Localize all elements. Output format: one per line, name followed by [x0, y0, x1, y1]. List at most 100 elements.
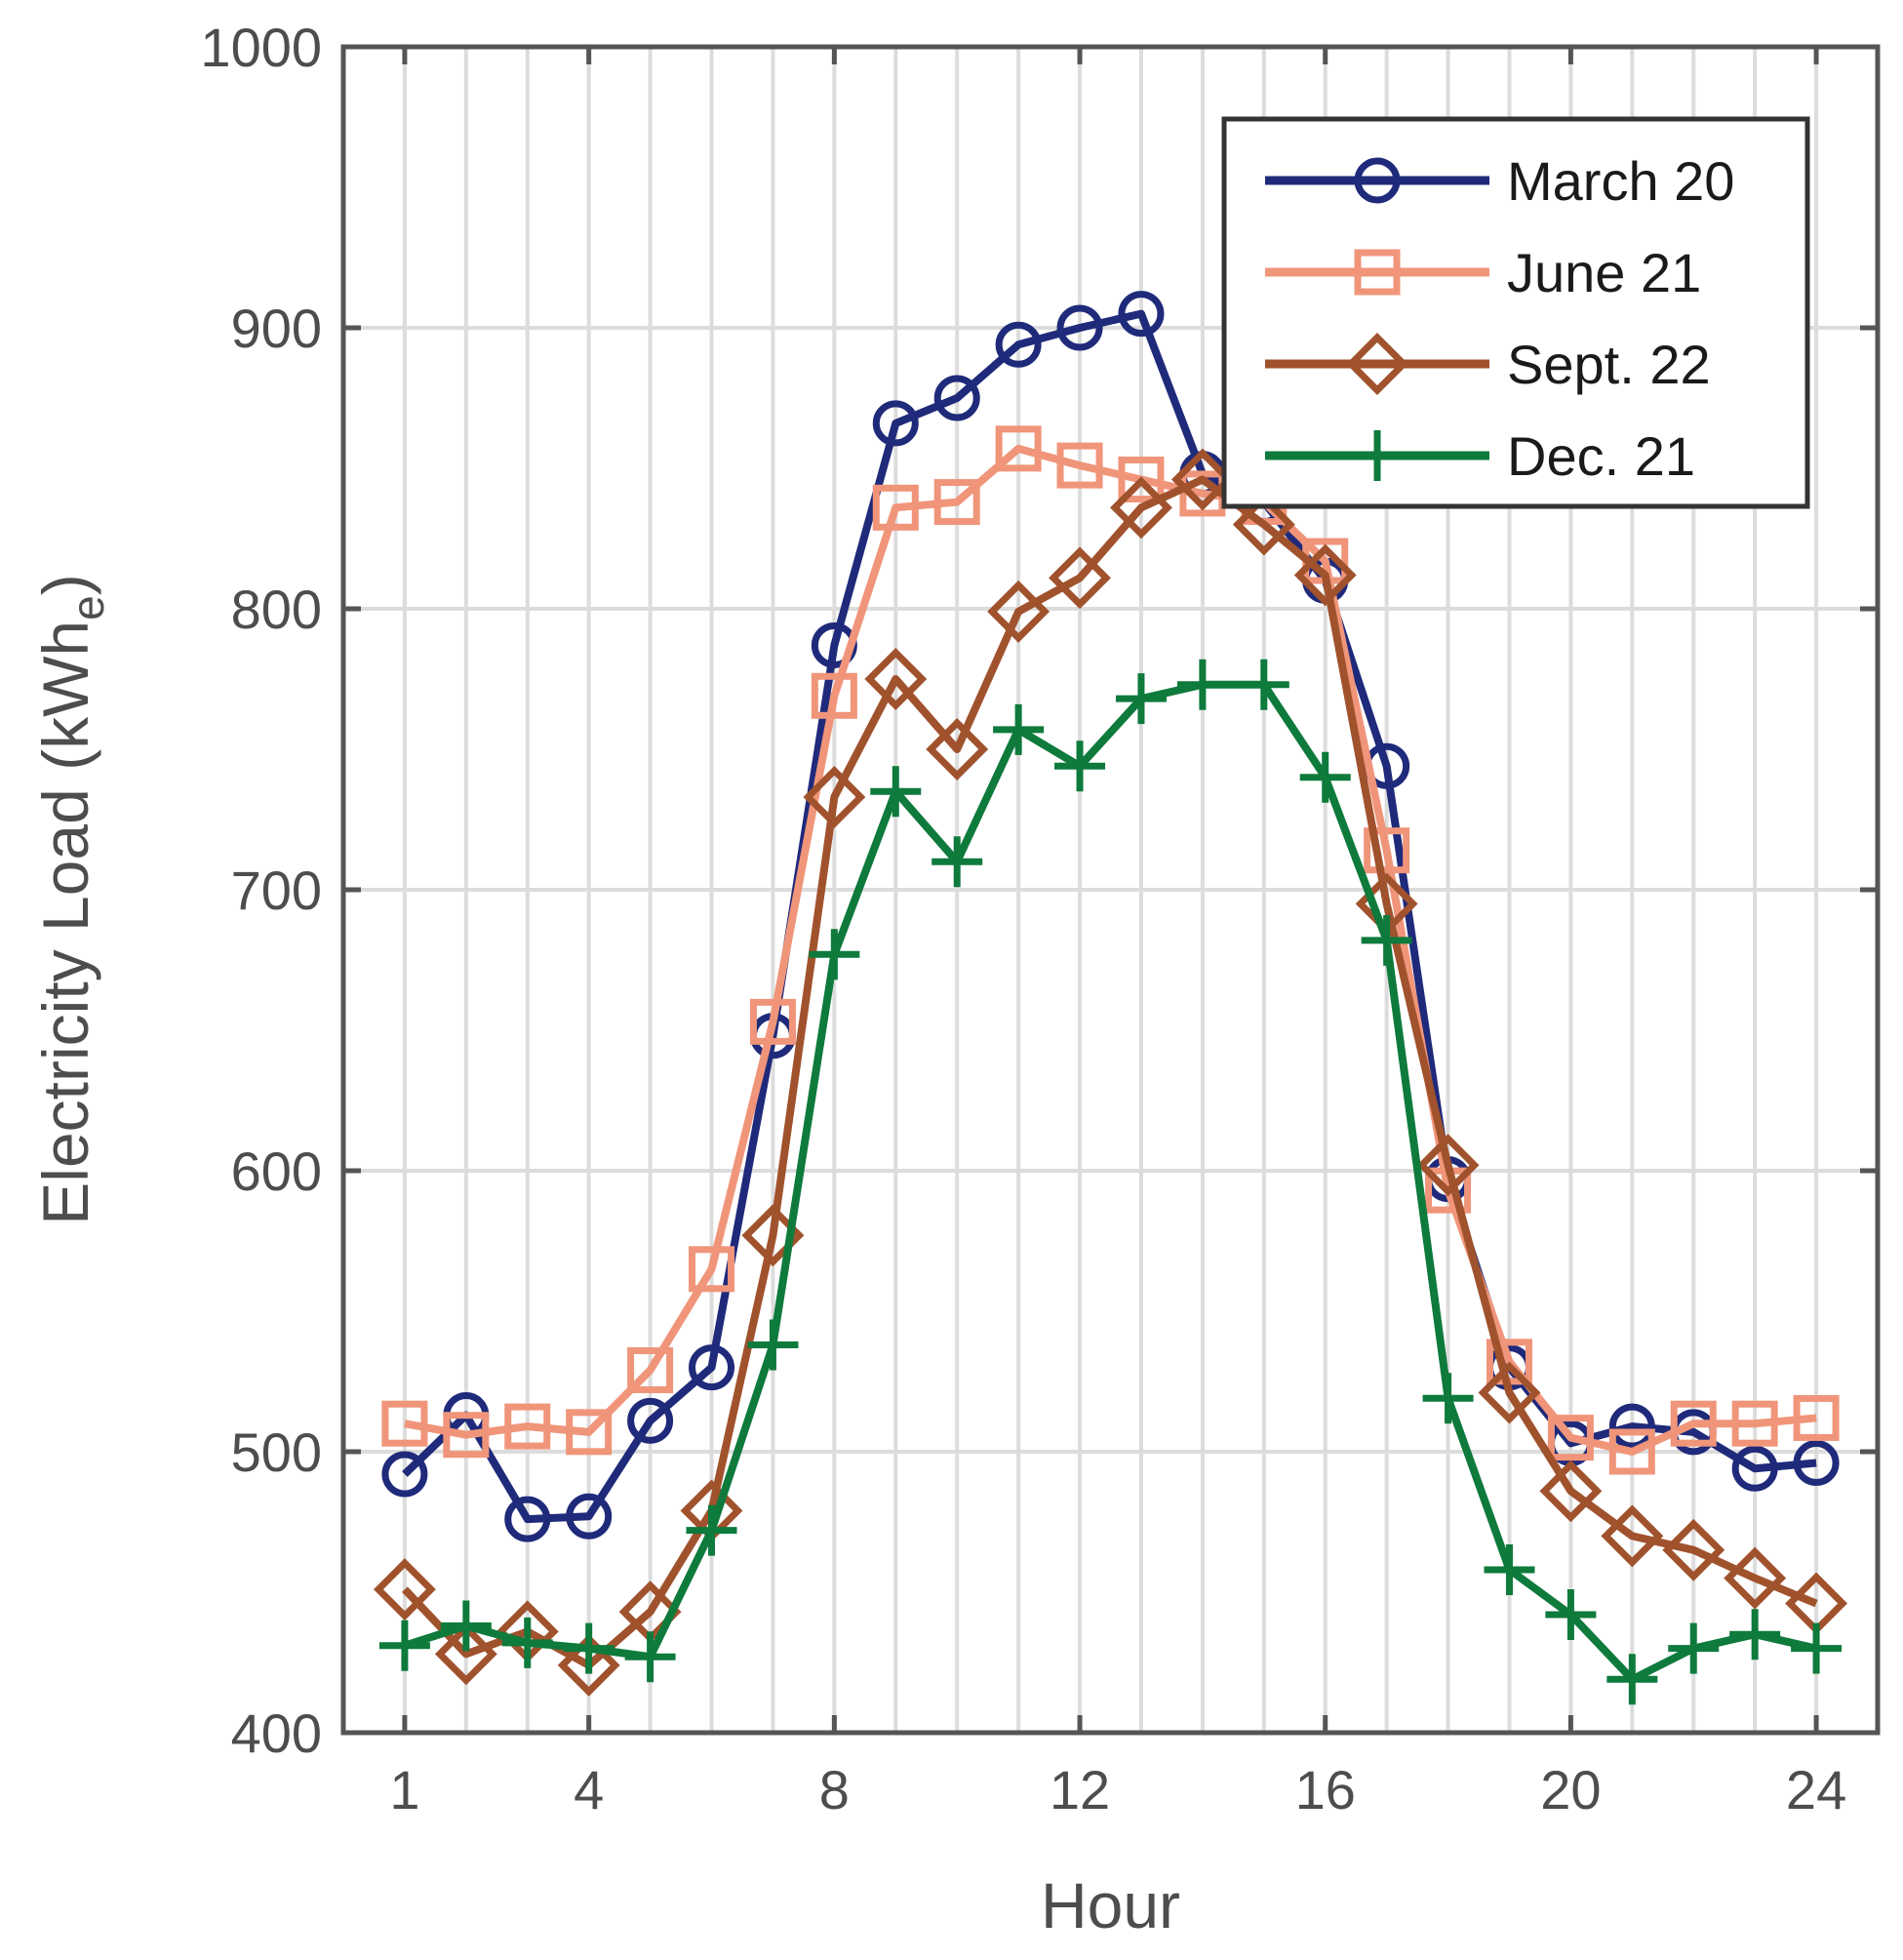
data-point-marker — [933, 479, 980, 526]
y-axis-title-subscript: e — [62, 595, 113, 620]
data-point-marker — [624, 1631, 676, 1683]
y-tick-label: 600 — [231, 1140, 322, 1202]
data-point-marker — [627, 1397, 674, 1444]
data-point-marker — [1606, 1654, 1658, 1705]
data-point-marker — [872, 484, 919, 531]
data-point-marker — [627, 1346, 674, 1393]
data-point-marker — [987, 580, 1051, 643]
data-point-marker — [1731, 1445, 1778, 1492]
legend-label: June 21 — [1507, 242, 1701, 303]
legend-item: Sept. 22 — [1265, 333, 1711, 395]
data-point-marker — [689, 1246, 735, 1293]
data-point-marker — [504, 1403, 551, 1450]
data-point-marker — [686, 1504, 737, 1556]
data-point-marker — [1547, 1415, 1594, 1461]
data-point-marker — [1793, 1394, 1840, 1441]
data-point-marker — [440, 1600, 492, 1652]
data-point-marker — [1352, 430, 1403, 481]
data-point-marker — [1176, 659, 1228, 710]
data-point-marker — [1662, 1518, 1725, 1581]
data-point-marker — [1238, 659, 1289, 710]
data-point-marker — [443, 1412, 490, 1459]
data-point-marker — [995, 425, 1042, 472]
data-point-marker — [747, 1319, 799, 1371]
series-dec-21 — [378, 659, 1843, 1705]
y-axis-title: Electricity Load (kWhe) — [29, 574, 113, 1224]
y-tick-label: 1000 — [200, 17, 322, 78]
ticks — [343, 44, 1878, 1736]
data-point-marker — [1478, 1361, 1541, 1424]
data-point-marker — [1293, 543, 1357, 607]
data-point-marker — [1170, 448, 1234, 511]
y-axis-title-main: Electricity Load (kWh — [29, 620, 101, 1225]
data-point-marker — [811, 672, 857, 719]
data-point-marker — [1670, 1400, 1717, 1447]
data-point-marker — [434, 1622, 497, 1686]
x-tick-label: 20 — [1540, 1759, 1601, 1820]
data-point-marker — [1601, 1504, 1664, 1568]
y-tick-label: 500 — [231, 1421, 322, 1483]
data-point-marker — [381, 1451, 428, 1498]
series-line — [402, 475, 1818, 1669]
data-point-marker — [993, 703, 1045, 755]
data-point-marker — [1731, 1400, 1778, 1447]
data-point-marker — [933, 375, 980, 421]
x-tick-label: 8 — [819, 1759, 850, 1820]
data-point-marker — [1118, 457, 1165, 503]
data-point-marker — [1299, 751, 1351, 803]
y-tick-label: 700 — [231, 860, 322, 921]
data-point-marker — [1545, 1589, 1597, 1641]
legend-label: Dec. 21 — [1507, 425, 1695, 487]
data-point-marker — [1608, 1403, 1655, 1450]
data-point-marker — [932, 836, 983, 888]
data-point-marker — [566, 1409, 613, 1456]
x-tick-label: 12 — [1050, 1759, 1110, 1820]
data-point-marker — [1054, 740, 1106, 792]
data-point-marker — [501, 1617, 553, 1668]
series-line — [404, 444, 1817, 1456]
data-point-marker — [1346, 333, 1408, 395]
x-axis-title: Hour — [1041, 1869, 1180, 1941]
data-point-marker — [995, 321, 1042, 368]
data-point-marker — [803, 766, 866, 828]
x-tick-label: 1 — [389, 1759, 419, 1820]
legend-label: March 20 — [1507, 150, 1734, 212]
legend-item: June 21 — [1265, 242, 1701, 303]
data-point-marker — [1416, 1134, 1480, 1197]
data-point-marker — [1361, 914, 1412, 966]
y-tick-label: 900 — [231, 298, 322, 359]
x-tick-label: 4 — [574, 1759, 604, 1820]
data-point-marker — [373, 1558, 436, 1621]
data-point-marker — [1354, 157, 1401, 204]
data-point-marker — [1056, 304, 1103, 351]
data-point-marker — [872, 400, 919, 447]
data-point-marker — [1110, 476, 1172, 540]
data-point-marker — [749, 998, 796, 1045]
data-point-marker — [1608, 1428, 1655, 1475]
data-point-marker — [864, 648, 928, 710]
data-point-marker — [1364, 827, 1410, 874]
data-point-marker — [1354, 249, 1401, 296]
data-point-marker — [557, 1633, 620, 1697]
grid — [343, 47, 1878, 1733]
y-tick-label: 800 — [231, 579, 322, 640]
data-point-marker — [689, 1344, 735, 1391]
legend-label: Sept. 22 — [1507, 334, 1711, 395]
y-axis-title-close: ) — [29, 574, 101, 595]
x-tick-label: 24 — [1786, 1759, 1846, 1820]
legend-item: Dec. 21 — [1265, 425, 1695, 487]
data-point-marker — [809, 929, 860, 980]
data-point-marker — [1791, 1622, 1843, 1674]
legend: March 20 June 21 Sept. 22 Dec. 21 — [1221, 116, 1810, 509]
data-point-marker — [1115, 673, 1167, 725]
data-point-marker — [1118, 291, 1165, 338]
data-point-marker — [1539, 1460, 1603, 1523]
data-point-marker — [381, 1400, 428, 1447]
data-point-marker — [563, 1622, 615, 1674]
x-tick-label: 16 — [1295, 1759, 1356, 1820]
legend-item: March 20 — [1265, 150, 1734, 212]
data-point-marker — [1049, 546, 1111, 610]
data-point-marker — [1422, 1373, 1474, 1424]
data-point-marker — [1232, 493, 1295, 556]
